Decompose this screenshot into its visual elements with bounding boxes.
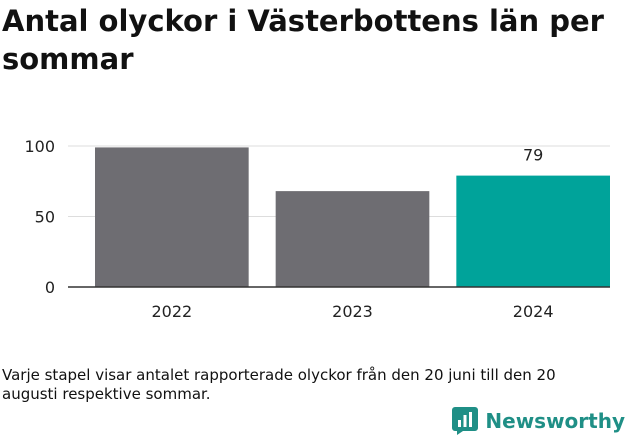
bar (95, 147, 249, 287)
x-tick-label: 2024 (513, 302, 554, 321)
y-tick-label: 50 (35, 208, 55, 227)
y-tick-label: 100 (24, 137, 55, 156)
chart-title: Antal olyckor i Västerbottens län per so… (2, 4, 604, 76)
data-label: 79 (523, 146, 543, 165)
newsworthy-logo-icon (452, 407, 479, 435)
y-tick-label: 0 (45, 278, 55, 297)
bar (456, 175, 610, 287)
newsworthy-brand: Newsworthy (452, 407, 625, 435)
bar (275, 191, 430, 287)
chart-footnote: Varje stapel visar antalet rapporterade … (2, 366, 556, 403)
newsworthy-name: Newsworthy (485, 409, 625, 433)
x-tick-label: 2022 (151, 302, 192, 321)
x-tick-label: 2023 (332, 302, 373, 321)
bar-chart: 0 50 100 2022 2023 2024 79 (24, 137, 610, 321)
